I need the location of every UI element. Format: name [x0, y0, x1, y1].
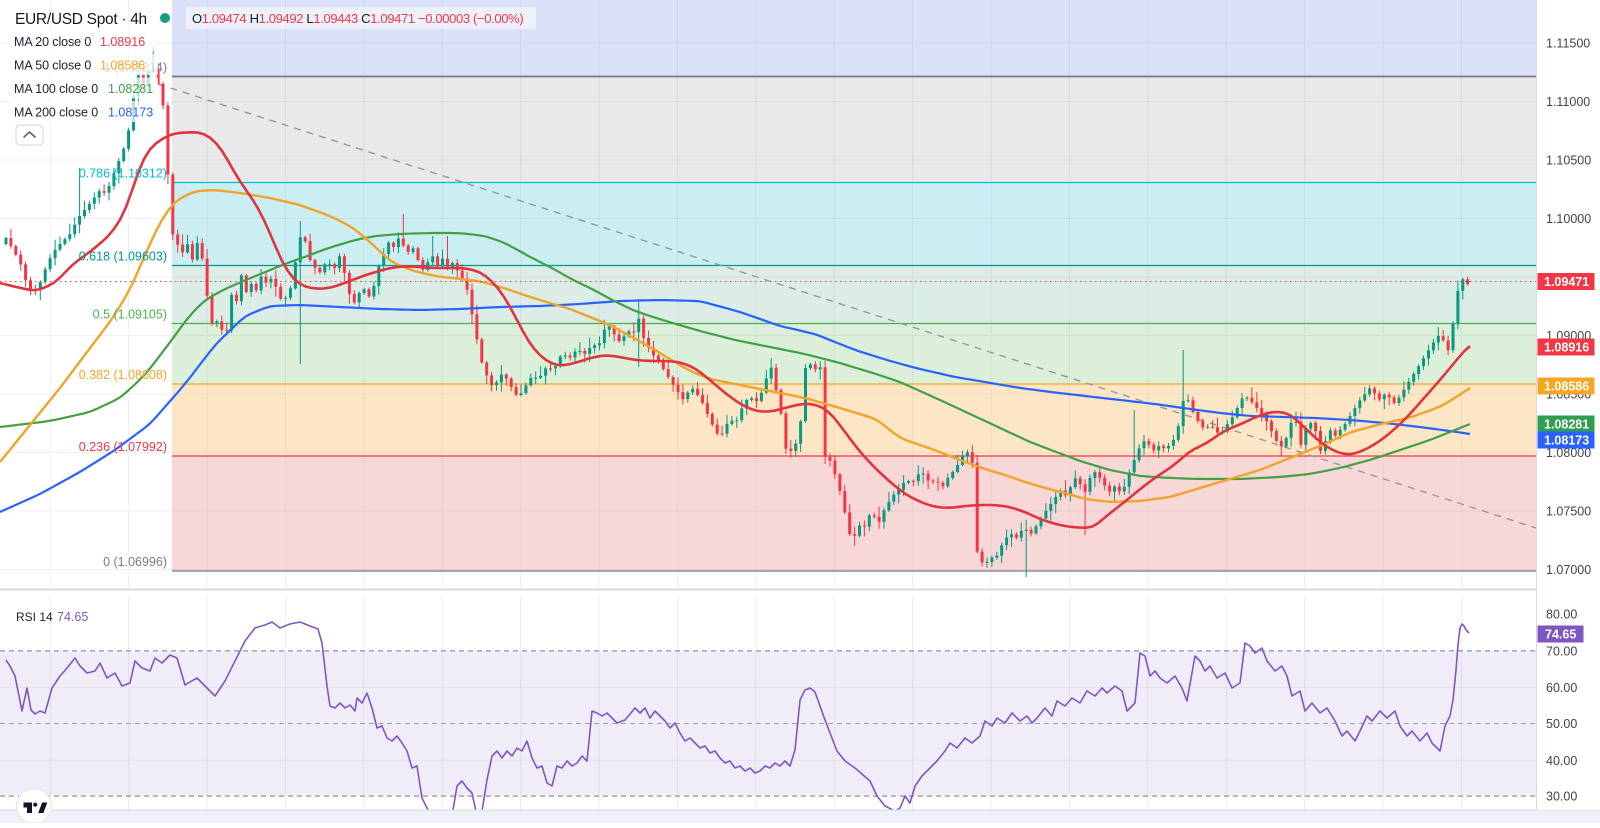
svg-text:MA 50 close 0: MA 50 close 0: [14, 59, 91, 73]
svg-text:74.65: 74.65: [1545, 628, 1576, 642]
svg-text:0.786 (1.10312): 0.786 (1.10312): [79, 167, 167, 181]
svg-text:0 (1.06996): 0 (1.06996): [103, 555, 167, 569]
svg-text:1.08916: 1.08916: [100, 35, 145, 49]
svg-text:1.08586: 1.08586: [1544, 380, 1589, 394]
svg-text:0.382 (1.08608): 0.382 (1.08608): [79, 368, 167, 382]
svg-text:1.09471: 1.09471: [1544, 275, 1589, 289]
svg-text:EUR/USD Spot · 4h: EUR/USD Spot · 4h: [15, 11, 147, 28]
svg-text:0.618 (1.09603): 0.618 (1.09603): [79, 250, 167, 264]
svg-text:0.5 (1.09105): 0.5 (1.09105): [93, 308, 167, 322]
svg-text:1.08586: 1.08586: [100, 59, 145, 73]
svg-text:MA 200 close 0: MA 200 close 0: [14, 106, 98, 120]
svg-text:1.08173: 1.08173: [108, 106, 153, 120]
svg-text:1.11000: 1.11000: [1546, 95, 1590, 109]
svg-text:O1.09474 H1.09492 L1.09443: O1.09474 H1.09492 L1.09443 C1.09471 −0.0…: [192, 11, 523, 26]
svg-text:1.07000: 1.07000: [1546, 563, 1591, 577]
svg-text:50.00: 50.00: [1546, 717, 1577, 731]
svg-text:1.08281: 1.08281: [1544, 418, 1589, 432]
svg-text:80.00: 80.00: [1546, 607, 1577, 621]
svg-text:RSI 14: RSI 14: [16, 610, 53, 624]
svg-text:1.08916: 1.08916: [1544, 341, 1589, 355]
svg-text:70.00: 70.00: [1546, 644, 1577, 658]
svg-text:30.00: 30.00: [1546, 790, 1577, 804]
svg-text:1.10000: 1.10000: [1546, 212, 1591, 226]
svg-text:1.08281: 1.08281: [108, 82, 153, 96]
svg-text:MA 20 close 0: MA 20 close 0: [14, 35, 91, 49]
svg-text:0.236 (1.07992): 0.236 (1.07992): [79, 440, 167, 454]
svg-text:1.07500: 1.07500: [1546, 505, 1591, 519]
svg-text:1.08173: 1.08173: [1544, 434, 1589, 448]
svg-text:1.10500: 1.10500: [1546, 154, 1591, 168]
svg-text:40.00: 40.00: [1546, 754, 1577, 768]
svg-text:60.00: 60.00: [1546, 681, 1577, 695]
svg-text:1.11500: 1.11500: [1546, 37, 1590, 51]
svg-text:74.65: 74.65: [57, 610, 88, 624]
svg-text:MA 100 close 0: MA 100 close 0: [14, 82, 98, 96]
